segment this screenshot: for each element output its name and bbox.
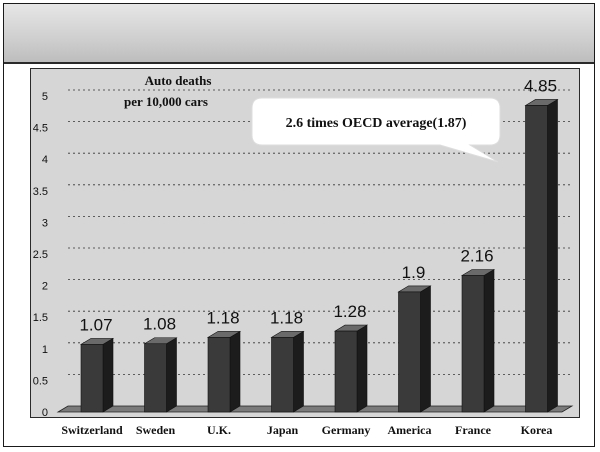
bars — [79, 98, 559, 413]
callout-bubble — [251, 97, 501, 163]
bar-japan — [270, 330, 305, 413]
callout-text: 2.6 times OECD average(1.87) — [286, 116, 467, 131]
category-label: America — [388, 423, 432, 437]
value-label: 1.07 — [79, 315, 112, 334]
bar-side — [356, 324, 368, 413]
bar-front — [271, 337, 294, 413]
bar-front — [144, 343, 167, 413]
bar-front — [207, 337, 231, 413]
value-labels: 1.07 1.08 1.18 1.18 1.28 1.9 2.16 4.85 — [79, 76, 557, 334]
bar-switzerland — [79, 337, 115, 413]
bar-front — [398, 291, 421, 413]
y-tick-label: 2 — [42, 281, 48, 293]
bar-side — [420, 285, 431, 413]
bar-america — [397, 285, 432, 413]
bar-side — [166, 337, 177, 413]
value-label: 1.18 — [206, 308, 239, 327]
header-band — [4, 4, 594, 64]
category-label: Korea — [521, 423, 553, 437]
bar-sweden — [143, 337, 178, 413]
value-label: 1.9 — [402, 263, 426, 282]
bar-side — [102, 337, 114, 413]
y-tick-label: 5 — [42, 91, 48, 103]
chart-title-line-2: per 10,000 cars — [124, 94, 208, 109]
category-label: Germany — [322, 423, 371, 437]
bar-germany — [333, 324, 369, 413]
value-label: 4.85 — [524, 76, 557, 95]
category-label: Japan — [267, 423, 299, 437]
y-tick-label: 0 — [42, 407, 48, 419]
y-tick-label: 3.5 — [33, 186, 48, 198]
bar-korea — [524, 98, 559, 413]
y-tick-label: 4.5 — [33, 123, 48, 135]
bar-france — [460, 268, 496, 413]
bar-front — [461, 275, 485, 413]
y-tick-label: 4 — [42, 154, 48, 166]
value-label: 2.16 — [460, 246, 493, 265]
bar-u-k — [206, 330, 242, 413]
category-labels: Switzerland Sweden U.K. Japan Germany America… — [61, 423, 552, 437]
floor-plane — [56, 405, 574, 413]
y-axis-ticks: 0 0.5 1 1.5 2 2.5 3 3.5 4 4.5 5 — [33, 91, 48, 419]
category-label: France — [455, 423, 492, 437]
category-label: Sweden — [136, 423, 176, 437]
chart-title-line-1: Auto deaths — [145, 73, 212, 88]
bar-side — [293, 330, 304, 413]
bar-front — [525, 105, 548, 413]
bar-front — [334, 330, 358, 413]
y-tick-label: 3 — [42, 217, 48, 229]
value-label: 1.18 — [270, 308, 303, 327]
annotation-callout: 2.6 times OECD average(1.87) — [251, 97, 501, 163]
y-tick-label: 1.5 — [33, 312, 48, 324]
y-tick-label: 0.5 — [33, 375, 48, 387]
bar-front — [80, 344, 104, 413]
y-tick-label: 1 — [42, 344, 48, 356]
value-label: 1.08 — [143, 315, 176, 334]
category-label: Switzerland — [61, 423, 123, 437]
bar-side — [547, 98, 558, 413]
value-label: 1.28 — [333, 302, 366, 321]
bar-side — [229, 330, 241, 413]
y-tick-label: 2.5 — [33, 249, 48, 261]
bar-side — [483, 268, 495, 413]
category-label: U.K. — [207, 423, 231, 437]
chart-floor — [56, 405, 574, 413]
